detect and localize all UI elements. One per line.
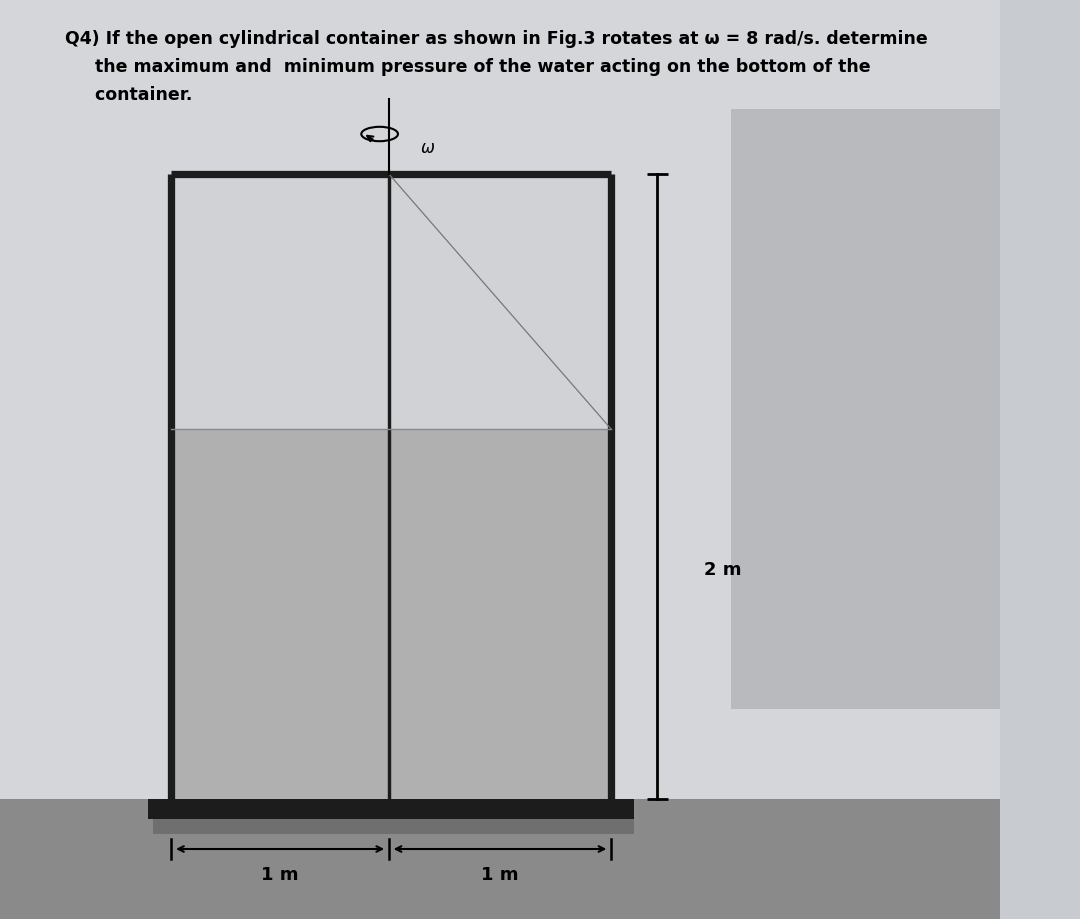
Text: container.: container. [65, 85, 192, 104]
Bar [172, 175, 611, 429]
Bar [152, 819, 634, 834]
Text: 2 m: 2 m [704, 561, 741, 578]
Bar [172, 429, 611, 800]
Text: 1 m: 1 m [261, 865, 298, 883]
Bar [731, 110, 1000, 709]
Text: the maximum and  minimum pressure of the water acting on the bottom of the: the maximum and minimum pressure of the … [65, 58, 870, 76]
Bar [0, 0, 1000, 809]
Bar [148, 800, 634, 819]
Text: Q4) If the open cylindrical container as shown in Fig.3 rotates at ω = 8 rad/s. : Q4) If the open cylindrical container as… [65, 30, 928, 48]
Text: 1 m: 1 m [482, 865, 518, 883]
Bar [0, 800, 1000, 919]
Text: ω: ω [421, 139, 435, 157]
